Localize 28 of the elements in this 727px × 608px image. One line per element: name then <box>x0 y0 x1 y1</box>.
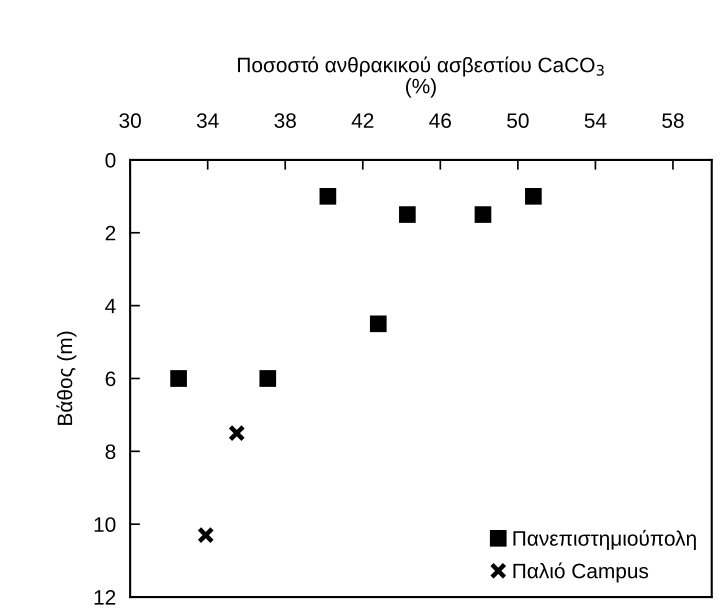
point <box>525 188 542 205</box>
y-tick-label: 6 <box>106 371 116 386</box>
y-tick-label: 8 <box>106 444 116 460</box>
point <box>370 316 387 332</box>
x-tick-label: 50 <box>507 113 529 128</box>
x-tick-label: 54 <box>584 113 606 128</box>
y-tick-label: 12 <box>94 590 116 605</box>
x-tick-label: 30 <box>119 113 141 128</box>
y-tick-label: 10 <box>94 517 116 532</box>
point <box>474 206 492 223</box>
legend-label: Πανεπιστημιούπολη <box>513 530 696 550</box>
point <box>197 526 214 544</box>
x-tick-label: 38 <box>274 113 296 128</box>
point <box>320 188 336 205</box>
point <box>259 370 276 387</box>
x-tick-label: 34 <box>196 113 219 128</box>
y-tick-label: 2 <box>106 226 116 240</box>
point <box>399 206 416 223</box>
legend-label: Παλιό Campus <box>513 562 648 582</box>
text: Ποσοστό ανθρακικού ασβεστίου CaCO$_{3}$ (%) <box>238 56 604 98</box>
y-axis-title: Βάθος (m) <box>56 332 76 425</box>
x-tick-label: 42 <box>352 113 374 128</box>
point <box>228 424 246 442</box>
point <box>170 370 187 387</box>
x-tick-label: 58 <box>662 113 684 128</box>
y-tick-label: 4 <box>105 298 116 314</box>
y-tick-label: 0 <box>105 152 116 168</box>
x-tick-label: 46 <box>429 113 451 128</box>
